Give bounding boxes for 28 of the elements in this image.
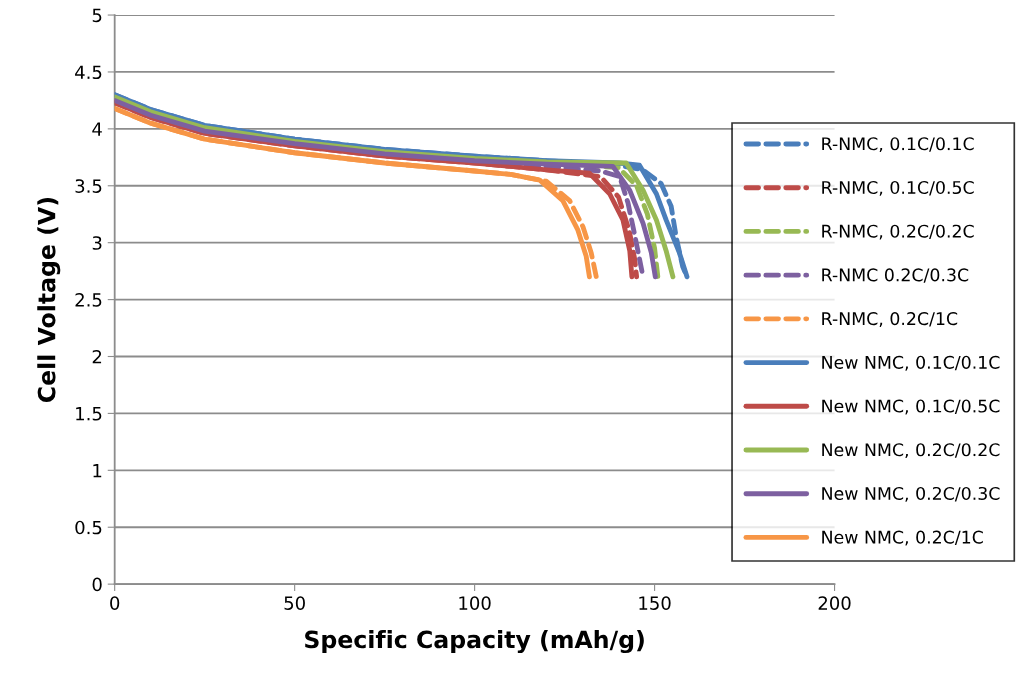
legend-label: R-NMC, 0.2C/1C bbox=[822, 312, 958, 327]
y-tick-label: 5 bbox=[92, 8, 102, 23]
x-tick-label: 200 bbox=[818, 596, 851, 610]
legend-label: New NMC, 0.2C/0.3C bbox=[822, 486, 1000, 502]
legend-label: New NMC, 0.2C/1C bbox=[822, 530, 983, 546]
legend-label: R-NMC, 0.2C/0.2C bbox=[822, 224, 974, 240]
y-tick-label: 0 bbox=[92, 577, 102, 592]
x-tick-label: 100 bbox=[459, 596, 491, 610]
y-tick-label: 0.5 bbox=[75, 520, 102, 535]
x-tick-label: 50 bbox=[284, 596, 305, 610]
y-tick-label: 1 bbox=[93, 464, 102, 478]
legend-label: R-NMC, 0.1C/0.1C bbox=[822, 137, 974, 153]
y-tick-label: 4 bbox=[92, 122, 102, 136]
y-tick-label: 3 bbox=[92, 236, 102, 250]
x-axis-title: Specific Capacity (mAh/g) bbox=[305, 630, 644, 654]
legend-label: R-NMC 0.2C/0.3C bbox=[822, 268, 969, 283]
legend-label: New NMC, 0.1C/0.5C bbox=[822, 399, 1000, 415]
y-tick-label: 2.5 bbox=[75, 293, 102, 307]
y-tick-label: 1.5 bbox=[76, 407, 102, 421]
y-tick-label: 4.5 bbox=[75, 65, 102, 80]
legend-label: New NMC, 0.1C/0.1C bbox=[822, 355, 1000, 371]
x-tick-label: 150 bbox=[639, 596, 671, 610]
y-tick-label: 3.5 bbox=[75, 179, 102, 193]
y-tick-label: 2 bbox=[92, 349, 102, 364]
y-axis-title: Cell Voltage (V) bbox=[37, 198, 61, 403]
legend-label: New NMC, 0.2C/0.2C bbox=[822, 443, 1000, 459]
legend-label: R-NMC, 0.1C/0.5C bbox=[822, 180, 974, 196]
x-tick-label: 0 bbox=[110, 596, 120, 610]
